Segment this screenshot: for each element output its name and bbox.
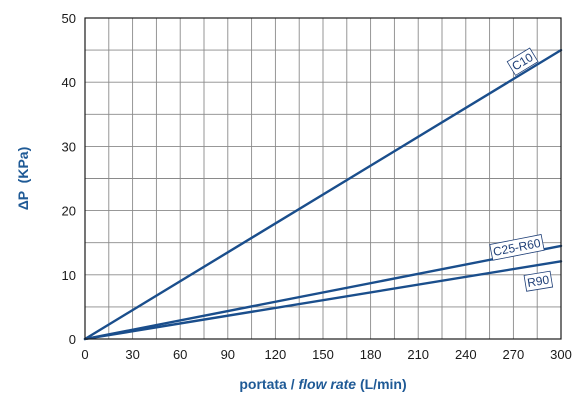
series-label-box (523, 270, 554, 292)
series-label: R90 (523, 270, 554, 292)
y-tick-label: 40 (62, 75, 76, 90)
series-label-text: R90 (526, 273, 550, 290)
y-tick-label: 50 (62, 11, 76, 26)
series-labels: C10 C25-R60 R90 (489, 47, 554, 292)
series-line (83, 244, 563, 341)
series-line (83, 260, 563, 341)
grid (85, 18, 561, 339)
x-axis-title: portata / flow rate (L/min) (239, 376, 406, 392)
x-tick-label: 240 (455, 347, 477, 362)
x-tick-label: 300 (550, 347, 572, 362)
x-tick-label: 150 (312, 347, 334, 362)
y-tick-label: 30 (62, 139, 76, 154)
x-tick-label: 210 (407, 347, 429, 362)
series-lines (83, 48, 563, 341)
y-tick-label: 20 (62, 204, 76, 219)
series-label-box (506, 47, 539, 76)
x-tick-label: 0 (81, 347, 88, 362)
series-label: C10 (506, 47, 539, 76)
x-tick-label: 30 (125, 347, 139, 362)
x-tick-label: 120 (265, 347, 287, 362)
x-tick-label: 60 (173, 347, 187, 362)
series-line (83, 48, 563, 341)
series-label: C25-R60 (489, 234, 545, 261)
x-tick-label: 90 (221, 347, 235, 362)
x-tick-label: 270 (503, 347, 525, 362)
series-label-box (489, 234, 545, 261)
y-tick-label: 10 (62, 268, 76, 283)
y-tick-label: 0 (69, 332, 76, 347)
y-axis-title: ΔP (KPa) (15, 147, 31, 211)
x-tick-label: 180 (360, 347, 382, 362)
plot-frame (84, 17, 562, 340)
tick-labels: 0 30 60 90 120 150 180 210 240 270 300 0 10 20 30 40 50 (62, 11, 572, 362)
